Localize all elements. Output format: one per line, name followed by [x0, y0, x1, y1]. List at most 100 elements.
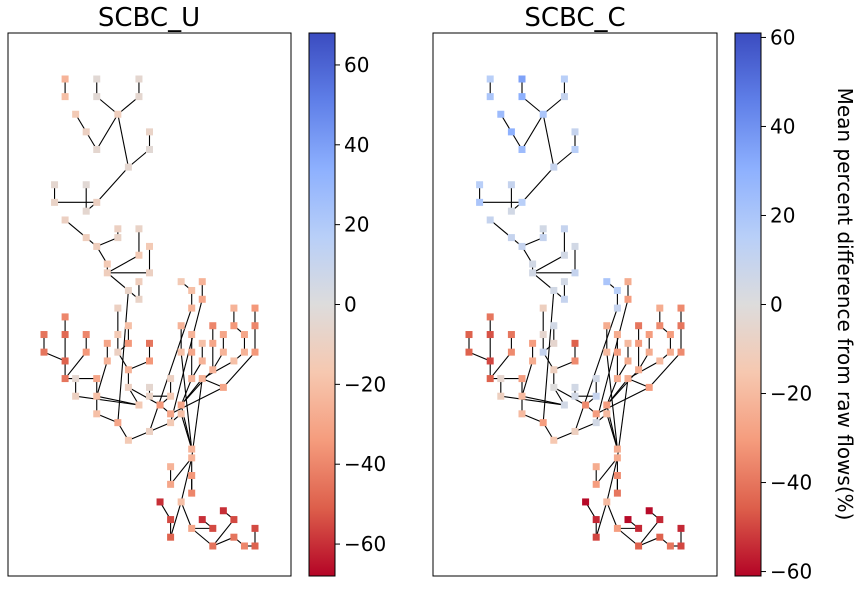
- node-left-n8: [114, 110, 122, 118]
- colorbar-left: [308, 32, 336, 577]
- node-right-n108: [613, 524, 621, 532]
- node-right-n57: [571, 392, 579, 400]
- edge-right-8: [542, 114, 555, 168]
- node-left-n89: [240, 331, 248, 339]
- node-left-n75: [177, 348, 185, 356]
- node-right-n47: [539, 348, 547, 356]
- node-right-n105: [582, 498, 590, 506]
- node-right-n89: [666, 331, 674, 339]
- edge-left-95: [191, 378, 203, 458]
- node-right-n32: [560, 295, 568, 303]
- colorbar-right: [734, 32, 762, 577]
- node-right-n77: [613, 348, 621, 356]
- edge-right-13: [521, 166, 555, 203]
- node-left-n81: [177, 401, 185, 409]
- edge-left-90: [222, 351, 256, 388]
- node-right-n88: [656, 322, 664, 330]
- edge-right-76: [606, 378, 618, 406]
- node-right-n23: [539, 234, 547, 242]
- node-right-n115: [666, 542, 674, 550]
- node-right-n100: [592, 463, 600, 471]
- node-right-n36: [486, 331, 494, 339]
- node-left-n23: [114, 234, 122, 242]
- node-right-n11: [571, 128, 579, 136]
- node-left-n67: [188, 286, 196, 294]
- edge-right-64: [574, 307, 618, 432]
- node-right-n21: [539, 225, 547, 233]
- node-left-n27: [135, 251, 143, 259]
- node-left-n2: [61, 93, 69, 101]
- node-right-n38: [486, 375, 494, 383]
- node-left-n57: [146, 392, 153, 400]
- node-left-n53: [124, 383, 132, 391]
- node-right-n48: [550, 322, 558, 330]
- edge-left-23: [107, 254, 140, 274]
- node-left-n92: [198, 375, 206, 383]
- node-right-n83: [635, 339, 643, 347]
- node-right-n6: [560, 93, 568, 101]
- node-right-n69: [592, 419, 600, 427]
- node-left-n51: [146, 339, 153, 347]
- edge-left-76: [180, 378, 193, 406]
- node-left-n47: [114, 348, 122, 356]
- node-left-n22: [93, 242, 101, 250]
- edge-right-7: [521, 113, 544, 150]
- node-left-n66: [177, 278, 185, 286]
- node-right-n60: [497, 375, 505, 383]
- node-left-n94: [251, 322, 259, 330]
- edge-right-107: [617, 527, 639, 547]
- node-right-n30: [550, 286, 558, 294]
- node-right-n92: [624, 375, 632, 383]
- node-right-n110: [635, 524, 643, 532]
- edge-right-90: [648, 351, 682, 388]
- node-left-n109: [198, 516, 206, 524]
- edge-left-58: [96, 413, 119, 424]
- colorbar-ticks-right: −60 −40 −20 0 20 40 60: [761, 25, 812, 584]
- node-right-n53: [550, 383, 558, 391]
- node-left-n78: [188, 375, 196, 383]
- node-right-n41: [518, 375, 526, 383]
- node-right-n87: [656, 304, 664, 312]
- node-left-n90: [240, 348, 248, 356]
- node-left-n18: [82, 207, 90, 215]
- edge-left-8: [117, 114, 129, 168]
- node-right-n86: [645, 348, 653, 356]
- edge-right-3: [542, 96, 565, 115]
- node-right-n84: [635, 366, 643, 374]
- edge-right-61: [553, 430, 576, 441]
- node-left-n87: [230, 304, 238, 312]
- node-left-n29: [146, 269, 153, 277]
- node-right-n73: [613, 445, 621, 453]
- node-right-n93: [677, 304, 685, 312]
- node-left-n96: [219, 383, 227, 391]
- node-right-n90: [666, 348, 674, 356]
- colorbar-tick-label-left-1: −40: [344, 452, 386, 476]
- colorbar-tick-label-left-2: −20: [344, 372, 386, 396]
- edge-right-32: [468, 351, 491, 362]
- node-left-n110: [209, 524, 217, 532]
- node-right-n64: [550, 436, 558, 444]
- node-left-n1: [61, 75, 69, 83]
- node-right-n68: [613, 304, 621, 312]
- colorbar-tick-label-right-3: 0: [770, 293, 783, 317]
- node-left-n108: [188, 524, 196, 532]
- node-left-n103: [188, 489, 196, 497]
- edge-right-16: [489, 219, 512, 239]
- node-right-n37: [486, 357, 494, 365]
- node-right-n114: [656, 533, 664, 541]
- node-left-n43: [103, 339, 111, 347]
- chart-title-right: SCBC_C: [524, 3, 625, 33]
- node-right-n39: [507, 331, 515, 339]
- node-left-n38: [61, 375, 69, 383]
- node-left-n91: [230, 357, 238, 365]
- edge-left-71: [180, 352, 193, 450]
- node-right-n18: [507, 207, 515, 215]
- node-right-n40: [507, 348, 515, 356]
- node-right-n10: [518, 145, 526, 153]
- node-right-n24: [529, 260, 537, 268]
- node-left-n98: [167, 410, 175, 418]
- node-right-n15: [476, 198, 484, 206]
- edge-right-26: [532, 272, 555, 291]
- node-right-n28: [571, 242, 579, 250]
- colorbar-tick-label-left-4: 20: [344, 213, 369, 237]
